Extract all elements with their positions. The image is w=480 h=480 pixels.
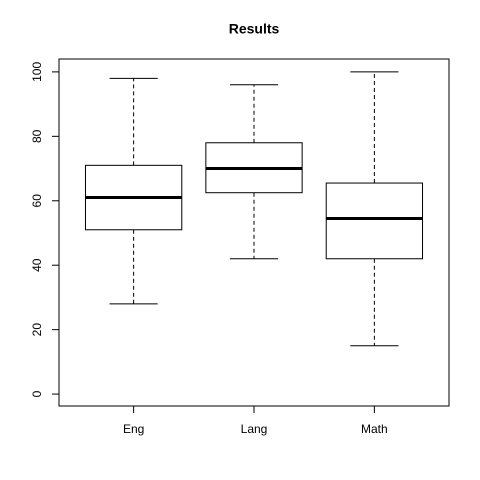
y-tick-label: 100 [30, 62, 44, 82]
x-tick-label: Math [361, 422, 388, 436]
x-tick-label: Lang [241, 422, 268, 436]
box [325, 182, 424, 260]
y-tick-label: 20 [30, 323, 44, 337]
x-tick-label: Eng [123, 422, 144, 436]
y-tick-label: 40 [30, 258, 44, 272]
y-tick-label: 0 [30, 390, 44, 397]
chart-title: Results [229, 21, 280, 37]
y-tick-label: 80 [30, 129, 44, 143]
y-tick-label: 60 [30, 194, 44, 208]
